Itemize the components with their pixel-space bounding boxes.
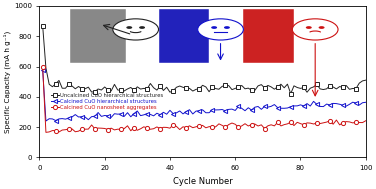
FancyBboxPatch shape: [243, 9, 294, 64]
Circle shape: [293, 19, 338, 40]
Circle shape: [224, 26, 230, 29]
Circle shape: [113, 19, 159, 40]
Circle shape: [198, 19, 243, 40]
X-axis label: Cycle Number: Cycle Number: [173, 177, 232, 186]
Circle shape: [211, 26, 217, 29]
Legend: Uncalcined CuO hierarchical structures, Calcined CuO hierarchical structures, Ca: Uncalcined CuO hierarchical structures, …: [49, 91, 165, 112]
Y-axis label: Specific Capacity (mA h g⁻¹): Specific Capacity (mA h g⁻¹): [3, 31, 11, 133]
Circle shape: [318, 26, 324, 29]
FancyBboxPatch shape: [70, 9, 126, 64]
Circle shape: [306, 26, 312, 29]
FancyBboxPatch shape: [159, 9, 209, 64]
Circle shape: [126, 26, 132, 29]
Circle shape: [139, 26, 145, 29]
